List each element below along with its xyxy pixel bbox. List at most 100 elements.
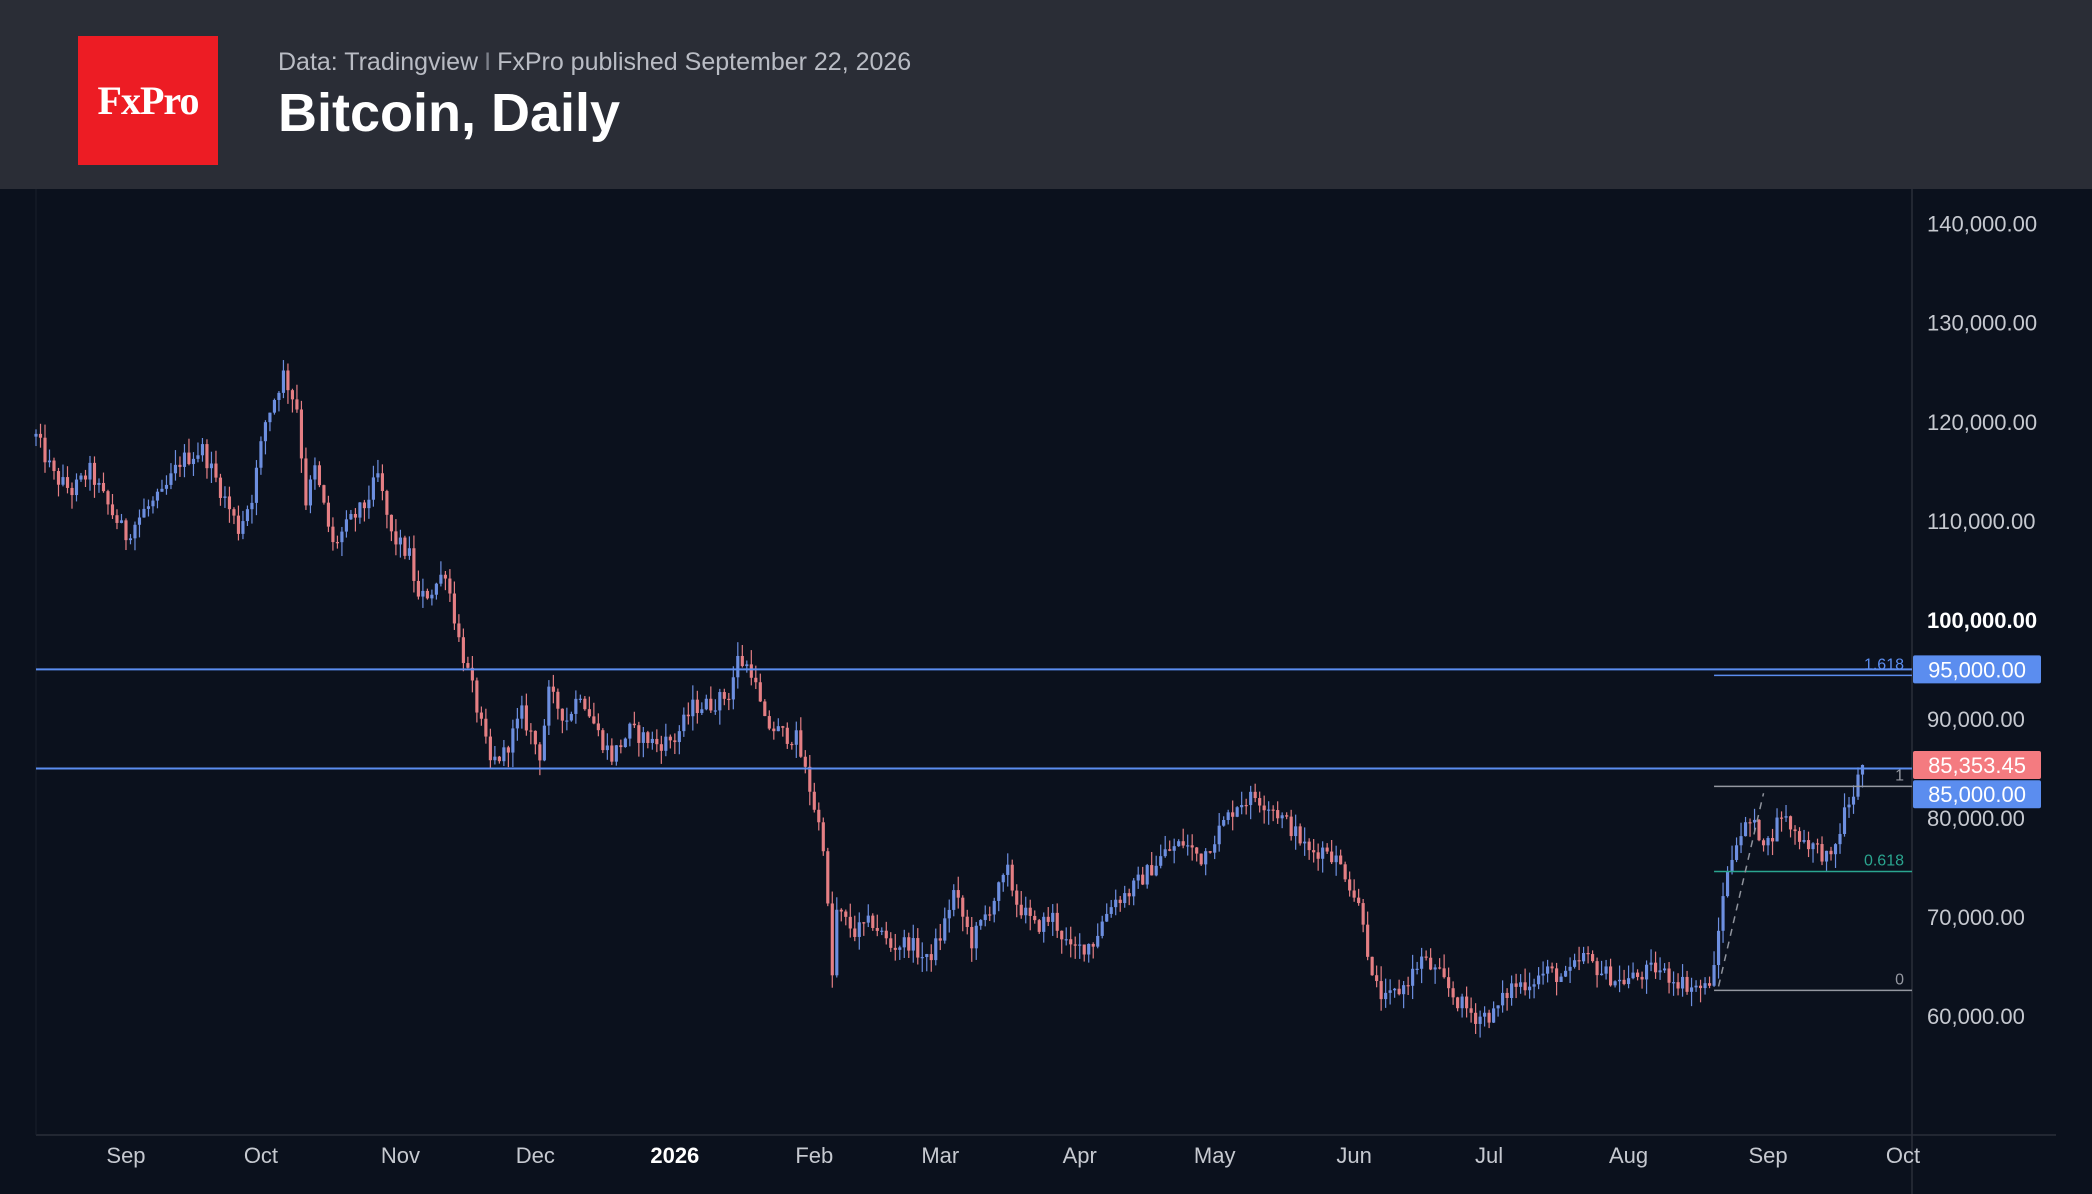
candle: [1689, 977, 1694, 1007]
candle: [497, 755, 501, 764]
candle: [1604, 959, 1608, 980]
candle-body: [1244, 805, 1248, 807]
candle-body: [1797, 831, 1802, 842]
candle-body: [677, 731, 681, 743]
candle-body: [1770, 838, 1775, 842]
candle: [704, 694, 708, 711]
candle-body: [115, 515, 119, 523]
fib-ratio-label: 0.618: [1864, 853, 1904, 870]
candle-body: [101, 482, 106, 492]
candle-body: [137, 517, 142, 525]
candle: [1519, 974, 1523, 994]
data-source: Data: Tradingview: [278, 48, 479, 76]
candle-body: [268, 412, 272, 423]
candle: [506, 745, 510, 768]
candle: [623, 737, 627, 748]
candle: [1195, 846, 1199, 862]
candle: [745, 660, 749, 673]
candle-body: [1334, 855, 1338, 863]
header-bar: FxPro Data: Tradingview I FxPro published …: [0, 0, 2092, 189]
candle: [335, 535, 339, 549]
candle: [722, 688, 726, 706]
candle-body: [1577, 960, 1581, 962]
candle-body: [1613, 981, 1617, 986]
candle-body: [614, 745, 618, 762]
candle-body: [457, 623, 461, 638]
x-tick-label: Jul: [1475, 1143, 1503, 1168]
candle: [1442, 954, 1446, 979]
candle-body: [466, 663, 470, 668]
y-axis-ticks: 140,000.00 130,000.00 120,000.00 110,000.00…: [1927, 212, 2037, 1029]
candle: [934, 928, 938, 966]
candle-body: [1294, 826, 1298, 837]
candle-body: [1109, 907, 1113, 914]
candle: [1109, 899, 1113, 918]
candle-body: [587, 709, 591, 717]
candle-body: [286, 370, 290, 391]
candle-body: [277, 392, 281, 400]
candle: [290, 388, 295, 413]
candle: [205, 439, 209, 479]
candle-body: [1775, 817, 1779, 842]
candle-body: [1680, 976, 1685, 989]
price-chart[interactable]: 140,000.00 130,000.00 120,000.00 110,000.00…: [0, 189, 2092, 1194]
candle: [1577, 946, 1581, 971]
candle: [187, 438, 191, 466]
candle-body: [47, 460, 52, 463]
candle-body: [1591, 954, 1595, 962]
candle: [398, 529, 402, 558]
candle: [1289, 809, 1293, 841]
candle-body: [902, 937, 906, 948]
candle: [1424, 950, 1428, 961]
candle: [1123, 885, 1127, 908]
candle: [830, 891, 834, 988]
candle: [1573, 953, 1577, 969]
trend-line: [1717, 793, 1765, 987]
candle-body: [1851, 796, 1856, 805]
candle: [493, 745, 497, 765]
candle: [1240, 791, 1244, 815]
candle-body: [1676, 982, 1680, 989]
candle-body: [407, 548, 411, 556]
candle-body: [1154, 865, 1158, 876]
candle-body: [1105, 913, 1109, 922]
candle-body: [1716, 930, 1721, 966]
candle: [92, 456, 97, 498]
candle: [1838, 823, 1842, 854]
candle: [1514, 973, 1518, 999]
candle: [884, 921, 888, 945]
candle: [1487, 1009, 1491, 1029]
candle: [1204, 848, 1208, 876]
candle-body: [421, 590, 425, 597]
candle-body: [1226, 812, 1230, 820]
candle-body: [223, 496, 227, 498]
candle: [551, 674, 555, 704]
candle-body: [1667, 968, 1671, 983]
candle-body: [821, 822, 825, 852]
candle-body: [619, 745, 623, 748]
candle: [1685, 970, 1689, 995]
candle: [1550, 962, 1554, 973]
candle-body: [826, 851, 830, 904]
candle: [1231, 800, 1235, 831]
candle: [1842, 793, 1847, 837]
candle: [1235, 806, 1239, 818]
candle: [1824, 850, 1829, 871]
candle-body: [722, 692, 726, 699]
candle: [1258, 791, 1262, 813]
candle-body: [920, 957, 924, 959]
candle-body: [398, 537, 402, 545]
candle-body: [583, 698, 587, 710]
candle-body: [1127, 893, 1131, 897]
candle-body: [812, 791, 816, 810]
candle-body: [1370, 956, 1374, 976]
candle-body: [349, 513, 353, 520]
candle-body: [1303, 841, 1307, 844]
candle: [1546, 959, 1550, 983]
candle: [1307, 838, 1311, 860]
candle: [857, 912, 861, 950]
candle-body: [227, 496, 232, 510]
candle: [1316, 843, 1320, 871]
candle: [1595, 957, 1599, 988]
candle-body: [1725, 871, 1730, 897]
